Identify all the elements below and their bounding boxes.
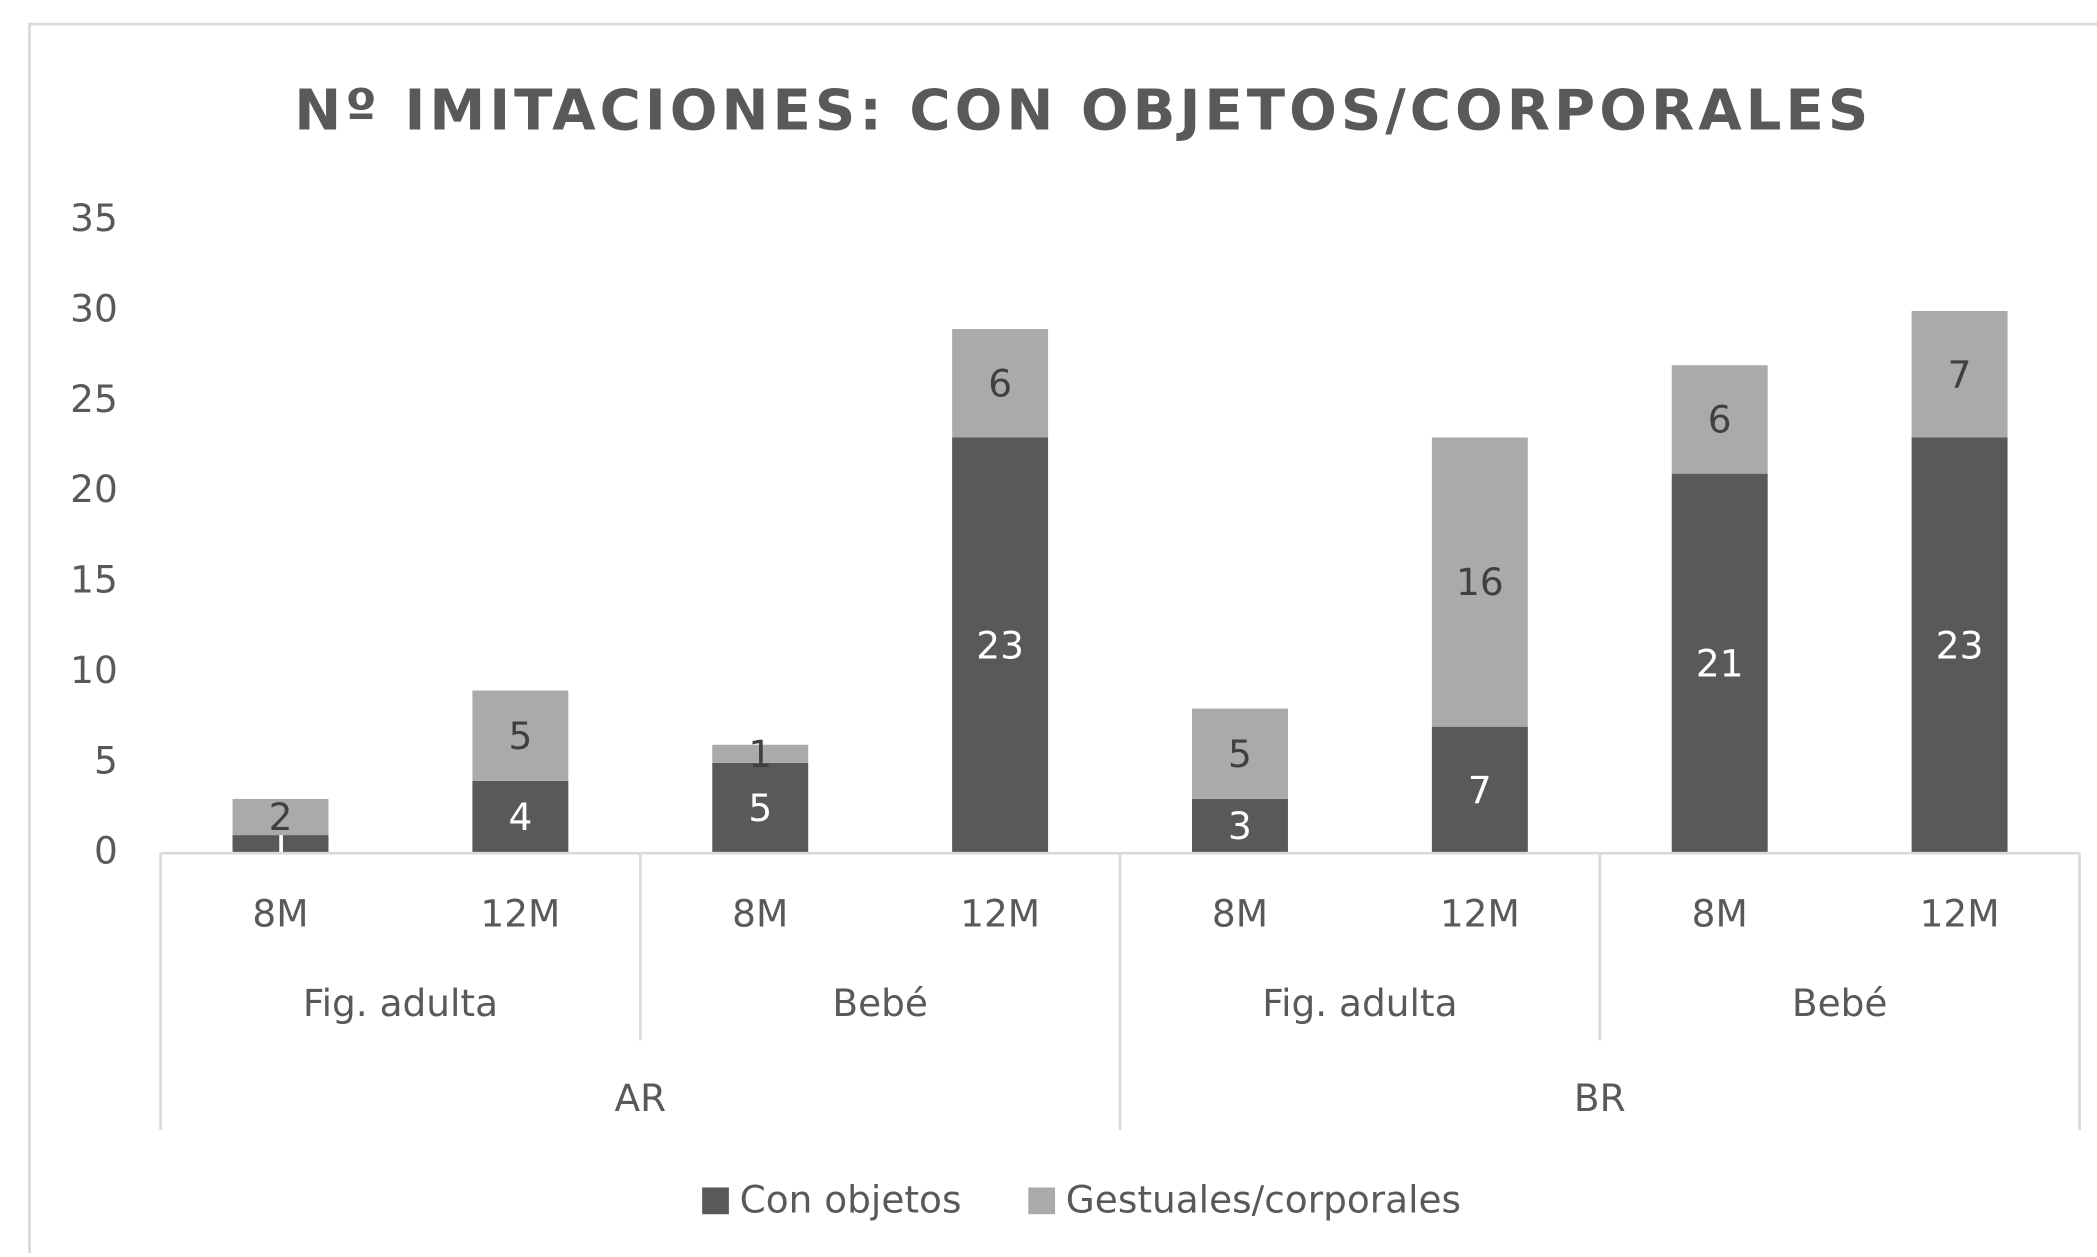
- data-label: 3: [1228, 804, 1252, 848]
- x-tick-label: 12M: [960, 892, 1040, 936]
- chart-border: [28, 22, 2097, 1257]
- bar-segment: [232, 798, 329, 836]
- bar-segment: [1671, 365, 1768, 474]
- y-tick-label: 15: [70, 558, 118, 602]
- chart-title: Nº IMITACIONES: CON OBJETOS/CORPORALES: [294, 78, 1872, 143]
- y-tick-label: 25: [70, 377, 118, 421]
- x-tick-label: 8M: [252, 892, 308, 936]
- bar-segment: [1911, 311, 2008, 438]
- y-tick-label: 20: [70, 467, 118, 511]
- subgroup-label: Bebé: [832, 981, 928, 1025]
- subgroup-label: Fig. adulta: [1262, 981, 1457, 1025]
- x-tick-label: 8M: [732, 892, 788, 936]
- group-label: BR: [1574, 1076, 1626, 1120]
- bar-segment: [232, 835, 329, 854]
- x-tick-label: 8M: [1212, 892, 1268, 936]
- bar-segment: [712, 762, 809, 854]
- subgroup-label: Bebé: [1792, 981, 1888, 1025]
- y-tick-label: 10: [70, 648, 118, 692]
- data-label: 7: [1948, 352, 1972, 396]
- group-label: AR: [614, 1076, 666, 1120]
- x-tick-label: 12M: [1920, 892, 2000, 936]
- y-tick-label: 0: [94, 829, 118, 873]
- bar-segment: [1671, 473, 1768, 854]
- bar-segment: [1192, 708, 1288, 799]
- bar-segment: [952, 437, 1049, 854]
- data-label: 2: [269, 795, 293, 839]
- data-label: 5: [748, 786, 772, 830]
- legend-label: Gestuales/corporales: [1066, 1178, 1461, 1222]
- data-label: 23: [976, 624, 1024, 668]
- legend-swatch: [1028, 1187, 1056, 1215]
- bar-segment: [472, 690, 569, 781]
- data-label: 4: [508, 795, 532, 839]
- data-label: 5: [508, 714, 532, 758]
- data-label: 21: [1696, 642, 1744, 686]
- data-label: 1: [748, 732, 772, 776]
- data-label: 16: [1456, 560, 1504, 604]
- x-tick-label: 12M: [1440, 892, 1520, 936]
- bar-segment: [1192, 798, 1288, 854]
- bar-segment: [952, 329, 1049, 438]
- y-tick-label: 35: [70, 196, 118, 240]
- bar-segment: [472, 780, 569, 854]
- y-tick-label: 30: [70, 287, 118, 331]
- data-label: 7: [1468, 768, 1492, 812]
- y-tick-label: 5: [94, 738, 118, 782]
- x-tick-label: 8M: [1692, 892, 1748, 936]
- bar-segment: [1431, 726, 1528, 854]
- subgroup-label: Fig. adulta: [303, 981, 498, 1025]
- data-label: 6: [1708, 398, 1732, 442]
- legend-label: Con objetos: [740, 1178, 962, 1222]
- bar-segment: [712, 744, 809, 763]
- legend-swatch: [702, 1187, 729, 1215]
- data-label: 5: [1228, 732, 1252, 776]
- data-label: 23: [1936, 624, 1984, 668]
- x-tick-label: 12M: [480, 892, 560, 936]
- bar-segment: [1911, 437, 2008, 854]
- bar-segment: [1431, 437, 1528, 727]
- data-label: 6: [988, 361, 1012, 405]
